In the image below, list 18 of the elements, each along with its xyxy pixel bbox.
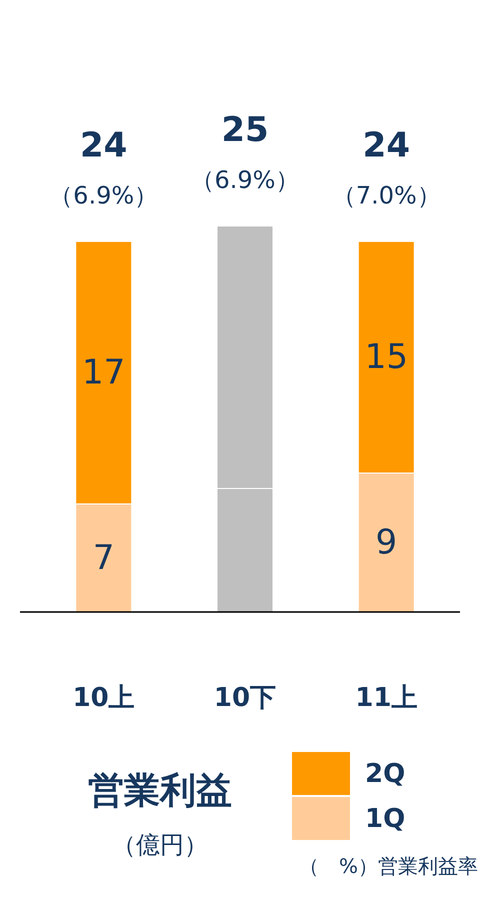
annotation: （6.9%） (190, 166, 300, 194)
annotation: （6.9%） (49, 181, 158, 210)
total-label: 24 (362, 125, 410, 166)
data-label: 9 (376, 522, 398, 563)
x-tick-label: 10上 (72, 683, 135, 713)
total-label: 25 (221, 110, 269, 150)
legend-label: 2Q (365, 759, 406, 789)
legend-label: 1Q (365, 804, 406, 834)
data-label: 17 (82, 352, 126, 393)
data-label: 7 (92, 538, 114, 578)
data-label: 15 (364, 337, 408, 378)
text: （ %）営業利益率 (298, 854, 478, 878)
total-label: 24 (80, 125, 128, 166)
annotation: （7.0%） (332, 181, 441, 210)
text: （億円） (112, 831, 208, 859)
x-tick-label: 11上 (355, 683, 418, 713)
text: 営業利益 (88, 770, 232, 812)
x-tick-label: 10下 (214, 683, 276, 713)
